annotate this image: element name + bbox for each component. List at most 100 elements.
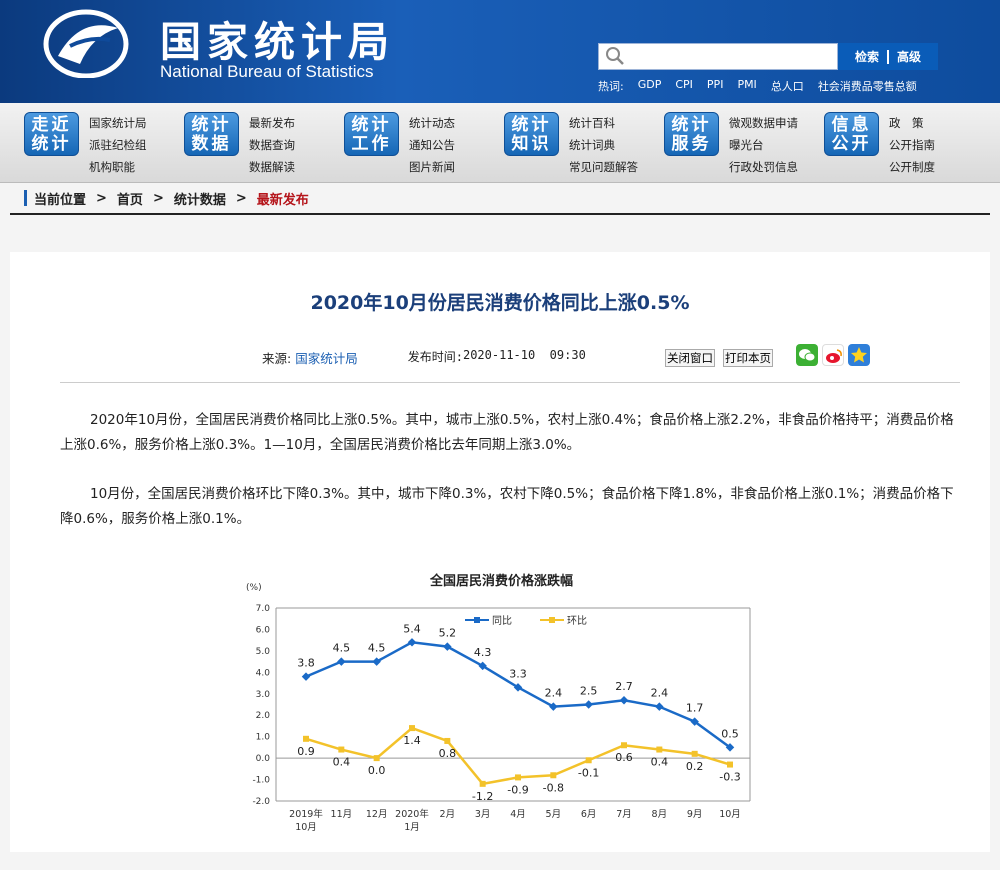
nav-link[interactable]: 图片新闻 [409,160,455,174]
data-point [337,657,346,666]
data-label: 0.5 [721,727,739,740]
data-label: 0.6 [615,751,633,764]
nav-link[interactable]: 公开指南 [889,138,935,152]
nav-group-service: 统计 服务 微观数据申请 曝光台 行政处罚信息 [664,103,824,182]
legend-marker [474,617,480,623]
data-label: 0.4 [333,756,351,769]
y-tick-label: 7.0 [256,604,271,614]
y-tick-label: 0.0 [256,754,271,764]
data-point [301,672,311,681]
nav-link[interactable]: 常见问题解答 [569,160,638,174]
data-point [619,695,629,705]
nav-link[interactable]: 微观数据申请 [729,116,798,130]
data-point [584,700,593,709]
nav-group-disclosure: 信息 公开 政 策 公开指南 公开制度 [824,103,984,182]
nav-link[interactable]: 数据解读 [249,160,295,174]
x-tick-label: 9月 [687,809,703,820]
data-label: 0.9 [297,745,315,758]
data-point [407,638,417,647]
breadcrumb-separator: > [235,190,247,206]
nav-badge[interactable]: 统计 工作 [344,112,399,156]
data-point [550,772,557,779]
x-tick-label: 2020年 [395,808,429,820]
hotword-link[interactable]: CPI [675,78,693,91]
nav-group-data: 统计 数据 最新发布 数据查询 数据解读 [184,103,344,182]
data-point [691,750,698,757]
wechat-share-icon[interactable] [796,344,818,366]
nav-badge[interactable]: 走近 统计 [24,112,79,156]
nav-link[interactable]: 派驻纪检组 [89,138,147,152]
nav-link[interactable]: 政 策 [889,116,924,130]
nav-badge[interactable]: 统计 服务 [664,112,719,156]
site-title-en[interactable]: National Bureau of Statistics [160,62,374,81]
source-link[interactable]: 国家统计局 [295,351,358,366]
breadcrumb-location-label: 当前位置 [34,192,87,208]
hotwords: 热词: GDP CPI PPI PMI 总人口 社会消费品零售总额 [598,78,917,94]
publish-time: 2020-11-10 09:30 [462,348,586,362]
favorite-share-icon[interactable] [848,344,870,366]
hotword-link[interactable]: GDP [637,78,662,91]
x-tick-label: 2月 [440,809,456,820]
hotword-link[interactable]: 社会消费品零售总额 [817,80,917,93]
nav-group-knowledge: 统计 知识 统计百科 统计词典 常见问题解答 [504,103,664,182]
y-tick-label: 1.0 [256,733,271,743]
nav-link[interactable]: 最新发布 [249,116,295,130]
search-input[interactable] [598,43,838,70]
nav-badge-line: 统计 [511,115,552,135]
data-point [585,757,592,764]
nav-badge[interactable]: 信息 公开 [824,112,879,156]
nav-group-work: 统计 工作 统计动态 通知公告 图片新闻 [344,103,504,182]
y-tick-label: 5.0 [256,647,271,657]
nav-link[interactable]: 统计词典 [569,138,615,152]
breadcrumb-current[interactable]: 最新发布 [256,192,309,208]
data-label: -0.8 [543,781,564,794]
breadcrumb-marker [24,190,27,206]
data-point [515,774,521,781]
x-tick-label: 6月 [581,809,597,820]
data-point [303,735,309,742]
chart-title: 全国居民消费价格涨跌幅 [430,574,574,589]
y-tick-label: 3.0 [256,690,271,700]
weibo-share-icon[interactable] [822,344,844,366]
nav-link[interactable]: 统计动态 [409,116,455,130]
source-label: 来源: [262,351,292,366]
nav-links: 统计动态 通知公告 图片新闻 [409,112,455,182]
hotword-link[interactable]: PMI [737,78,757,91]
nav-link[interactable]: 行政处罚信息 [729,160,798,174]
nav-link[interactable]: 数据查询 [249,138,295,152]
x-tick-label: 2019年 [289,808,323,820]
breadcrumb: 当前位置 > 首页 > 统计数据 > 最新发布 [10,183,990,215]
hotword-link[interactable]: 总人口 [770,80,804,93]
site-header: 国家统计局 National Bureau of Statistics 检索 高… [0,0,1000,103]
nav-badge[interactable]: 统计 数据 [184,112,239,156]
search-buttons: 检索 高级 [838,43,938,70]
print-button[interactable]: 打印本页 [723,349,773,367]
site-title-cn[interactable]: 国家统计局 [160,18,395,66]
nav-link[interactable]: 公开制度 [889,160,935,174]
nav-badge-line: 统计 [351,115,392,135]
x-tick-label: 12月 [366,809,388,820]
data-label: -0.3 [719,771,740,784]
share-buttons [796,344,870,366]
nav-link[interactable]: 国家统计局 [89,116,147,130]
article-paragraph-1: 2020年10月份，全国居民消费价格同比上涨0.5%。其中，城市上涨0.5%，农… [60,412,954,453]
nav-badge[interactable]: 统计 知识 [504,112,559,156]
nav-link[interactable]: 统计百科 [569,116,615,130]
data-label: -0.9 [507,783,528,796]
data-point [621,742,627,749]
close-window-button[interactable]: 关闭窗口 [665,349,715,367]
breadcrumb-home-link[interactable]: 首页 [116,192,143,208]
x-tick-label: 3月 [475,809,491,820]
search-divider [887,49,889,64]
nav-link[interactable]: 机构职能 [89,160,135,174]
data-point [727,761,733,768]
nbs-logo-icon[interactable] [40,6,132,78]
breadcrumb-data-link[interactable]: 统计数据 [173,192,226,208]
nav-badge-line: 知识 [511,134,552,154]
hotword-link[interactable]: PPI [706,78,724,91]
breadcrumb-separator: > [96,190,107,206]
nav-link[interactable]: 曝光台 [729,138,764,152]
advanced-search-button[interactable]: 高级 [897,50,922,64]
search-button[interactable]: 检索 [854,50,879,64]
nav-link[interactable]: 通知公告 [409,138,455,152]
